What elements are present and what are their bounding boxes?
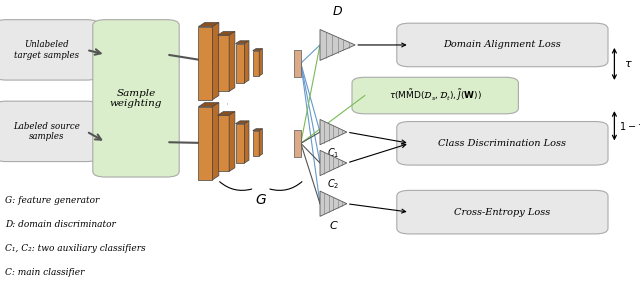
- FancyBboxPatch shape: [0, 101, 99, 162]
- FancyBboxPatch shape: [397, 121, 608, 165]
- Polygon shape: [218, 31, 235, 35]
- Polygon shape: [253, 49, 262, 51]
- Polygon shape: [236, 121, 249, 124]
- Polygon shape: [198, 103, 219, 107]
- Text: $1-\tau$: $1-\tau$: [620, 120, 640, 132]
- Polygon shape: [244, 121, 249, 163]
- Bar: [218, 115, 229, 171]
- Polygon shape: [229, 112, 235, 171]
- Text: G: feature generator: G: feature generator: [5, 196, 99, 205]
- Text: D: domain discriminator: D: domain discriminator: [5, 220, 116, 229]
- Text: C: main classifier: C: main classifier: [5, 268, 84, 277]
- Polygon shape: [218, 112, 235, 115]
- Polygon shape: [212, 22, 219, 100]
- Polygon shape: [320, 30, 355, 60]
- Text: C₁, C₂: two auxiliary classifiers: C₁, C₂: two auxiliary classifiers: [5, 244, 146, 253]
- FancyBboxPatch shape: [93, 20, 179, 177]
- Text: $C$: $C$: [328, 219, 339, 231]
- Text: $G$: $G$: [255, 192, 267, 207]
- FancyBboxPatch shape: [397, 23, 608, 67]
- Polygon shape: [320, 191, 347, 216]
- Polygon shape: [259, 129, 262, 156]
- Bar: [294, 50, 301, 76]
- Text: $\tau(\mathrm{M\tilde{M}D}(\mathcal{D}_s,\mathcal{D}_t),\tilde{J}(\mathbf{W}))$: $\tau(\mathrm{M\tilde{M}D}(\mathcal{D}_s…: [388, 88, 482, 103]
- FancyBboxPatch shape: [397, 191, 608, 234]
- Text: Class Discrimination Loss: Class Discrimination Loss: [438, 139, 566, 148]
- Text: Sample
weighting: Sample weighting: [110, 89, 162, 108]
- Polygon shape: [236, 41, 249, 44]
- Text: Unlabeled
target samples: Unlabeled target samples: [14, 40, 79, 60]
- Polygon shape: [259, 49, 262, 76]
- Polygon shape: [212, 103, 219, 180]
- Bar: [294, 130, 301, 157]
- Text: $C_2$: $C_2$: [327, 177, 340, 191]
- Polygon shape: [320, 119, 347, 145]
- Polygon shape: [253, 129, 262, 131]
- Text: $C_1$: $C_1$: [327, 146, 340, 160]
- Bar: [253, 51, 259, 76]
- Text: $\tau$: $\tau$: [624, 59, 633, 69]
- Text: Domain Alignment Loss: Domain Alignment Loss: [444, 40, 561, 49]
- Bar: [236, 44, 244, 83]
- Polygon shape: [244, 41, 249, 83]
- Bar: [253, 131, 259, 156]
- FancyBboxPatch shape: [0, 20, 99, 80]
- Polygon shape: [320, 150, 347, 176]
- Polygon shape: [198, 22, 219, 27]
- Bar: [198, 27, 212, 100]
- Text: Labeled source
samples: Labeled source samples: [13, 122, 80, 141]
- Polygon shape: [229, 31, 235, 91]
- Text: Cross-Entropy Loss: Cross-Entropy Loss: [454, 208, 550, 217]
- Bar: [236, 124, 244, 163]
- Text: $D$: $D$: [332, 5, 343, 18]
- FancyBboxPatch shape: [352, 77, 518, 114]
- Bar: [198, 107, 212, 180]
- Bar: [218, 35, 229, 91]
